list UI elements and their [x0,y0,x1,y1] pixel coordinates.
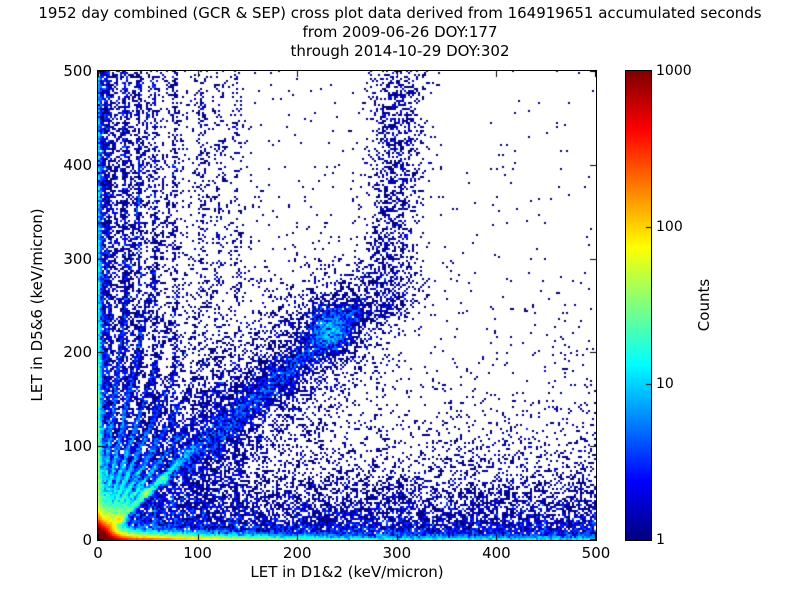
colorbar-frame [625,70,652,541]
colorbar-tick-label: 1 [656,532,665,548]
y-tick-label: 400 [63,155,92,174]
y-tick-label: 500 [63,62,92,80]
x-tick-label: 0 [93,544,103,562]
y-tick-label: 0 [82,531,92,549]
x-tick-label: 200 [282,544,312,562]
plot-title-line1: 1952 day combined (GCR & SEP) cross plot… [38,4,762,22]
axes-frame [97,70,597,541]
plot-title-line3: through 2014-10-29 DOY:302 [290,42,510,60]
x-tick-label: 300 [382,544,412,562]
x-tick-label: 100 [183,544,212,562]
y-axis-label: LET in D5&6 (keV/micron) [28,208,46,402]
plot-title-line2: from 2009-06-26 DOY:177 [302,23,498,41]
y-tick-label: 200 [63,343,92,362]
x-tick-label: 500 [581,544,611,562]
y-tick-label: 300 [63,249,92,268]
colorbar-tick-label: 10 [656,375,674,392]
colorbar-tick-label: 1000 [656,63,692,79]
colorbar-gradient-canvas [626,71,651,540]
colorbar-tick-label: 100 [656,219,683,236]
x-axis-label: LET in D1&2 (keV/micron) [250,563,444,581]
x-tick-label: 400 [482,544,511,562]
y-tick-label: 100 [63,437,92,456]
heatmap-canvas [98,71,596,540]
colorbar-label: Counts [695,278,713,332]
